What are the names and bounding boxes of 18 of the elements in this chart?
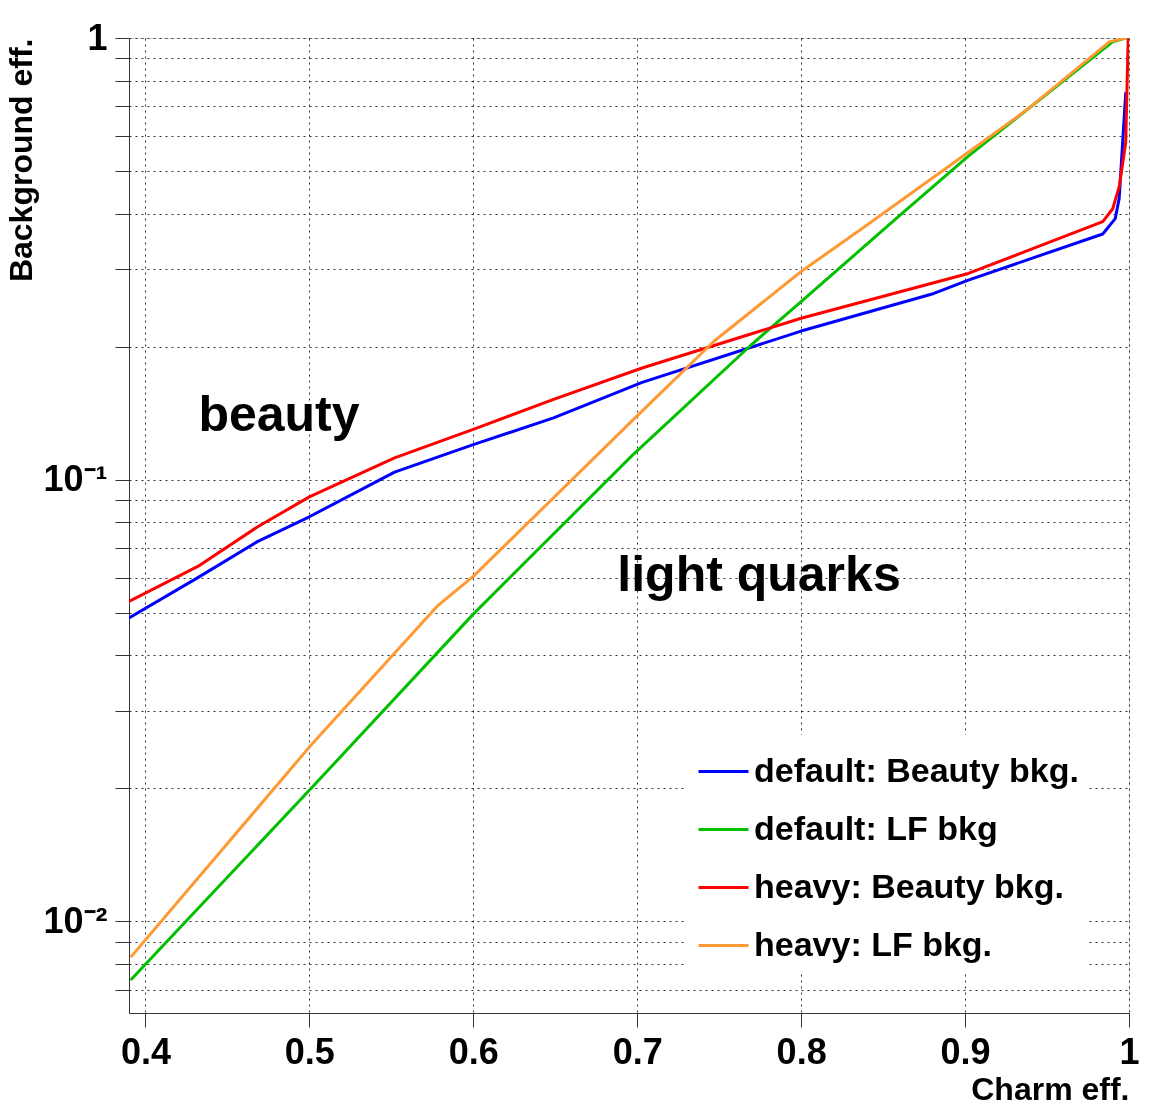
annotation: beauty [198, 386, 360, 442]
y-tick-label: 10⁻² [43, 899, 108, 941]
legend-label: heavy: Beauty bkg. [754, 866, 1064, 905]
x-tick-label: 0.8 [776, 1030, 827, 1072]
x-tick-label: 1 [1119, 1030, 1140, 1072]
x-tick-label: 0.7 [612, 1030, 663, 1072]
y-tick-label: 10⁻¹ [43, 458, 108, 500]
legend-label: heavy: LF bkg. [754, 924, 993, 963]
x-tick-label: 0.6 [448, 1030, 499, 1072]
y-axis-title: Background eff. [3, 38, 40, 283]
x-tick-label: 0.9 [940, 1030, 991, 1072]
y-tick-label: 1 [87, 16, 108, 58]
x-tick-label: 0.5 [284, 1030, 335, 1072]
x-axis-title: Charm eff. [971, 1070, 1130, 1107]
legend-label: default: Beauty bkg. [754, 750, 1079, 789]
x-tick-label: 0.4 [120, 1030, 171, 1072]
annotation: light quarks [617, 546, 901, 602]
legend-label: default: LF bkg [754, 808, 998, 847]
